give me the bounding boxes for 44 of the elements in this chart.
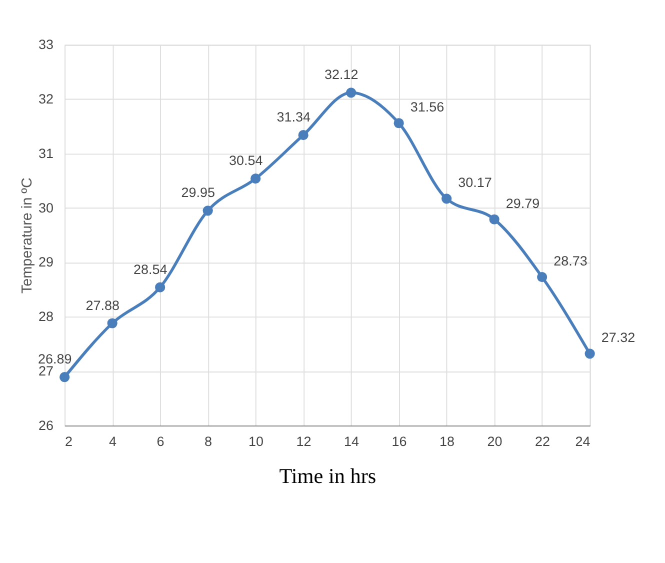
x-axis-title: Time in hrs (279, 464, 376, 488)
data-label: 31.56 (410, 100, 444, 115)
point (202, 206, 213, 216)
data-label: 27.32 (601, 330, 636, 346)
data-label: 27.88 (86, 298, 120, 313)
data-label: 28.54 (134, 262, 168, 277)
data-label: 28.73 (554, 253, 588, 268)
y-tick-label: 29 (38, 254, 54, 270)
point (250, 174, 261, 184)
point (442, 194, 452, 204)
x-tick-label: 6 (156, 434, 164, 450)
x-tick-label: 20 (487, 434, 502, 450)
point (346, 88, 356, 98)
data-label: 29.79 (506, 196, 540, 211)
point (489, 214, 500, 224)
x-tick-label: 18 (440, 434, 455, 450)
y-tick-label: 31 (38, 146, 54, 161)
data-label: 30.17 (458, 175, 492, 190)
y-tick-label: 28 (38, 309, 54, 324)
y-tick-label: 26 (38, 418, 54, 433)
x-tick-label: 12 (296, 434, 312, 450)
x-tick-label: 24 (575, 434, 591, 450)
data-label: 31.34 (276, 110, 312, 125)
y-axis-title: Temperature in ºC (20, 178, 36, 294)
x-tick-label: 2 (65, 434, 73, 450)
x-tick-label: 4 (109, 434, 118, 450)
x-tick-label: 14 (344, 434, 360, 450)
x-tick-label: 8 (204, 434, 212, 450)
x-tick-label: 16 (392, 434, 407, 450)
y-tick-label: 30 (38, 200, 54, 216)
point (60, 372, 70, 382)
y-tick-label: 33 (38, 37, 54, 52)
point (394, 118, 404, 128)
x-tick-label: 22 (535, 434, 550, 450)
data-label: 32.12 (324, 67, 358, 82)
point (107, 318, 118, 328)
y-tick-label: 32 (38, 92, 54, 107)
x-tick-label: 10 (248, 434, 264, 450)
data-label: 30.54 (229, 153, 264, 168)
point (584, 348, 595, 359)
data-label: 29.95 (181, 185, 216, 200)
point (155, 282, 166, 292)
point (298, 130, 308, 140)
point (537, 272, 548, 282)
